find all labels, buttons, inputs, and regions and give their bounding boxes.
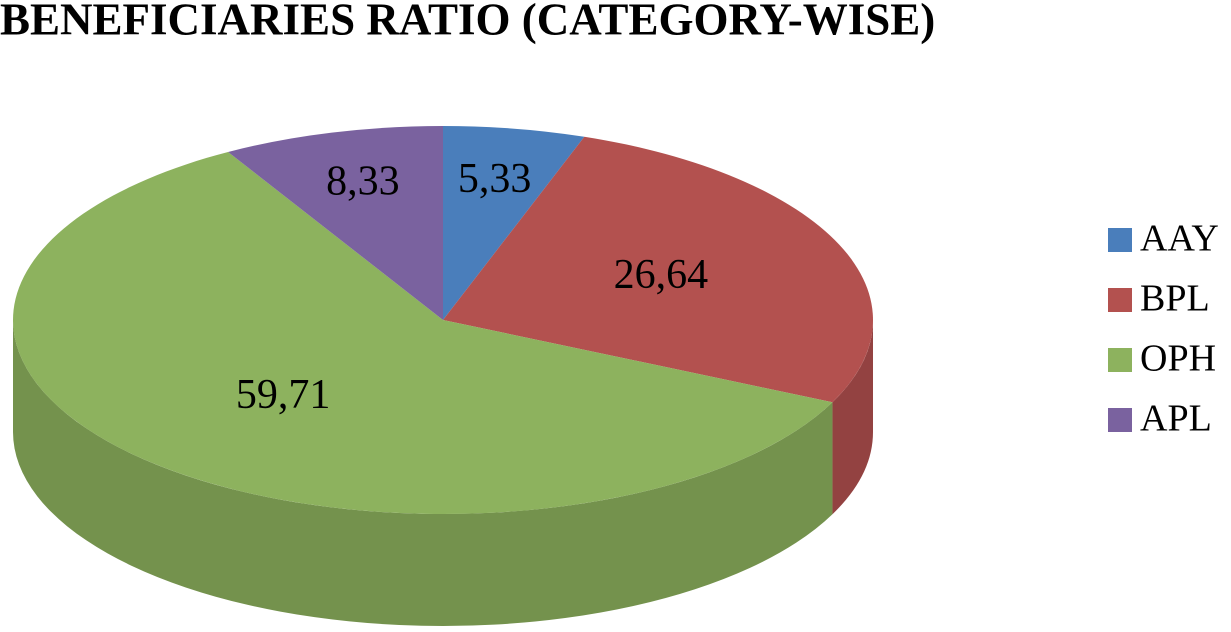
- pie-slice: [228, 126, 443, 320]
- pie-slice-side: [832, 320, 873, 515]
- legend-swatch: [1108, 348, 1132, 372]
- pie-slice: [443, 136, 873, 403]
- data-label: 5,33: [458, 156, 532, 202]
- legend-label: APL: [1140, 398, 1212, 440]
- pie-slice: [12, 151, 833, 515]
- pie-slice-side: [13, 320, 833, 626]
- data-label: 8,33: [326, 159, 400, 205]
- legend-swatch: [1108, 408, 1132, 432]
- legend-swatch: [1108, 228, 1132, 252]
- data-label: 59,71: [236, 372, 331, 418]
- legend-label: BPL: [1140, 278, 1210, 320]
- pie-slice: [443, 126, 585, 320]
- legend-swatch: [1108, 288, 1132, 312]
- data-label: 26,64: [614, 252, 709, 298]
- chart-title: BENEFICIARIES RATIO (CATEGORY-WISE): [0, 0, 935, 44]
- legend-label: AAY: [1140, 218, 1219, 260]
- legend-label: OPH: [1140, 338, 1216, 380]
